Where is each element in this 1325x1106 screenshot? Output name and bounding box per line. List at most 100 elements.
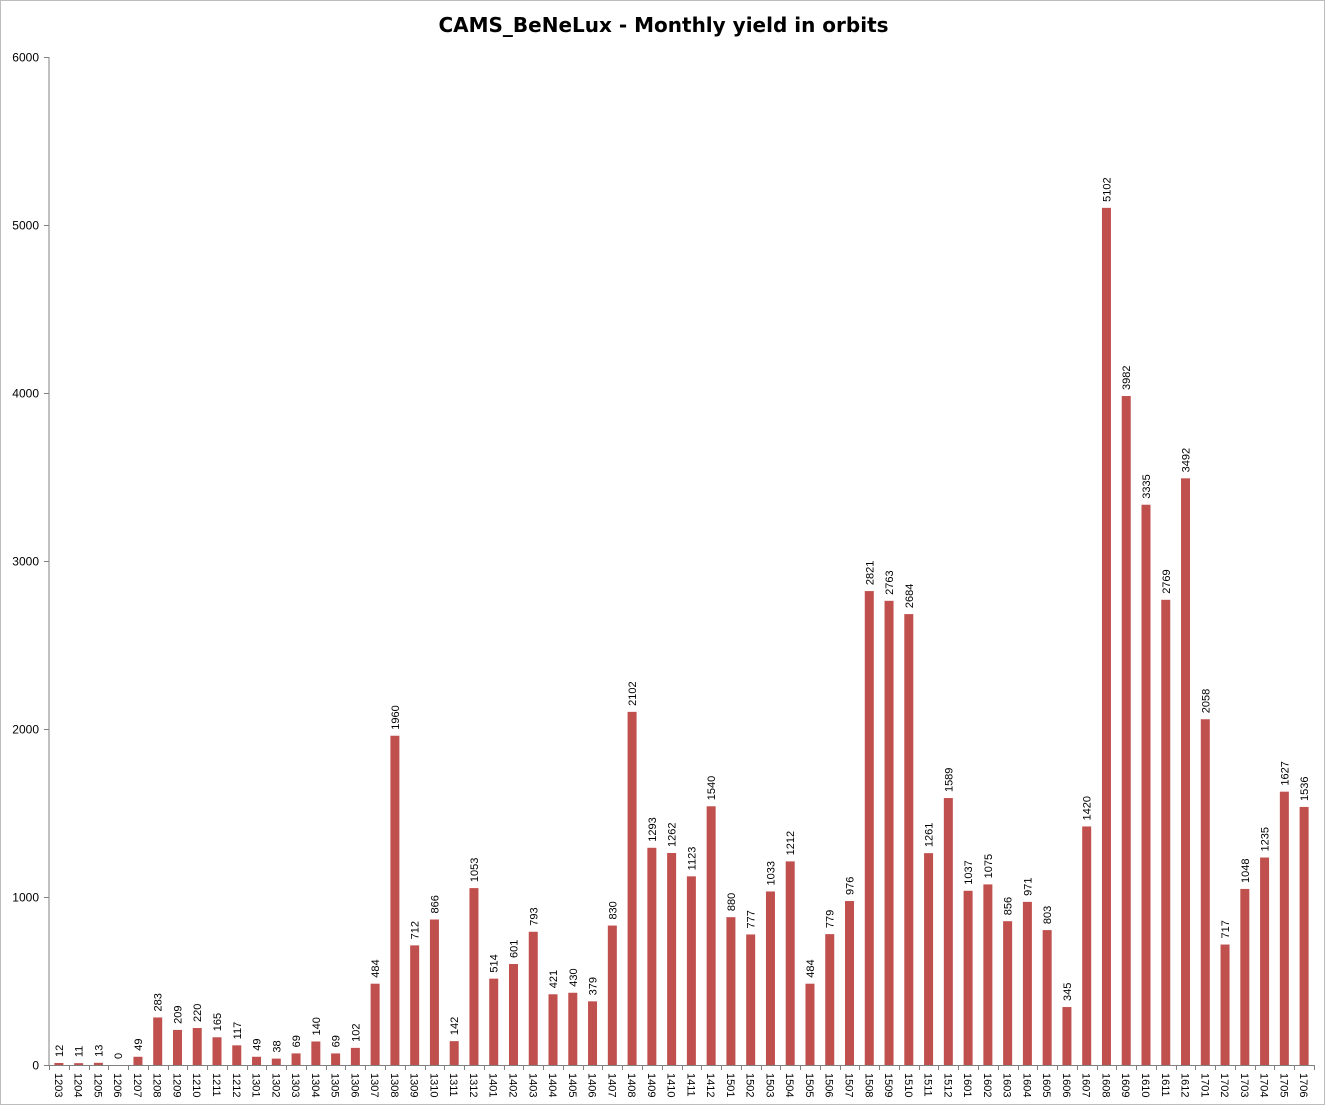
x-tick-label: 1210 bbox=[190, 1073, 202, 1097]
x-tick-label: 1506 bbox=[823, 1073, 835, 1097]
x-tick-label: 1404 bbox=[546, 1073, 558, 1097]
x-tick-label: 1601 bbox=[961, 1073, 973, 1097]
bar bbox=[805, 983, 815, 1065]
data-label: 3982 bbox=[1121, 366, 1133, 390]
y-tick-label: 5000 bbox=[12, 219, 39, 233]
data-label: 3335 bbox=[1141, 474, 1153, 498]
bar bbox=[212, 1037, 222, 1065]
x-tick-label: 1411 bbox=[684, 1073, 696, 1097]
x-tick-label: 1304 bbox=[309, 1073, 321, 1097]
bar bbox=[825, 934, 835, 1065]
x-tick-label: 1510 bbox=[902, 1073, 914, 1097]
bar bbox=[746, 934, 756, 1065]
x-tick-label: 1609 bbox=[1119, 1073, 1131, 1097]
data-label: 976 bbox=[845, 877, 857, 895]
data-label: 49 bbox=[252, 1039, 264, 1051]
data-label: 142 bbox=[449, 1017, 461, 1035]
bar bbox=[331, 1053, 341, 1065]
data-label: 1075 bbox=[983, 854, 995, 878]
data-label: 102 bbox=[350, 1024, 362, 1042]
data-label: 484 bbox=[805, 959, 817, 977]
bar bbox=[528, 931, 538, 1065]
data-label: 3492 bbox=[1181, 448, 1193, 472]
data-label: 12 bbox=[54, 1045, 66, 1057]
bar bbox=[350, 1047, 360, 1065]
data-label: 1536 bbox=[1299, 776, 1311, 800]
data-label: 69 bbox=[331, 1035, 343, 1047]
data-label: 1037 bbox=[963, 860, 975, 884]
bar bbox=[311, 1041, 321, 1065]
data-label: 1261 bbox=[924, 823, 936, 847]
bar bbox=[1082, 826, 1092, 1065]
x-tick-label: 1208 bbox=[151, 1073, 163, 1097]
data-label: 209 bbox=[172, 1006, 184, 1024]
y-axis: 0 1000 2000 3000 4000 5000 6000 bbox=[12, 51, 50, 1073]
x-tick-label: 1405 bbox=[566, 1073, 578, 1097]
x-tick-label: 1505 bbox=[803, 1073, 815, 1097]
x-tick-label: 1511 bbox=[922, 1073, 934, 1097]
x-tick-label: 1502 bbox=[744, 1073, 756, 1097]
bar bbox=[924, 853, 934, 1065]
bar bbox=[568, 992, 578, 1065]
x-tick-label: 1308 bbox=[388, 1073, 400, 1097]
x-tick-label: 1312 bbox=[467, 1073, 479, 1097]
x-tick-label: 1402 bbox=[506, 1073, 518, 1097]
bar bbox=[370, 983, 380, 1065]
y-tick-label: 3000 bbox=[12, 555, 39, 569]
data-label: 1123 bbox=[686, 847, 698, 871]
bar bbox=[1062, 1007, 1072, 1065]
x-tick-label: 1212 bbox=[230, 1073, 242, 1097]
bar bbox=[548, 994, 558, 1065]
y-tick-label: 0 bbox=[32, 1059, 39, 1073]
x-tick-label: 1403 bbox=[526, 1073, 538, 1097]
y-tick-label: 4000 bbox=[12, 387, 39, 401]
bar bbox=[588, 1001, 598, 1065]
x-tick-label: 1211 bbox=[210, 1073, 222, 1097]
bar bbox=[963, 890, 973, 1065]
bar bbox=[983, 884, 993, 1065]
x-tick-label: 1306 bbox=[348, 1073, 360, 1097]
data-label: 717 bbox=[1220, 920, 1232, 938]
x-tick-label: 1307 bbox=[368, 1073, 380, 1097]
y-tick-label: 2000 bbox=[12, 723, 39, 737]
bar bbox=[845, 901, 855, 1065]
data-label: 880 bbox=[726, 893, 738, 911]
bar bbox=[153, 1017, 163, 1065]
data-label: 601 bbox=[508, 940, 520, 958]
y-tick-label: 1000 bbox=[12, 891, 39, 905]
x-tick-label: 1610 bbox=[1139, 1073, 1151, 1097]
data-label: 345 bbox=[1062, 983, 1074, 1001]
bar bbox=[54, 1062, 64, 1065]
bar bbox=[232, 1045, 242, 1065]
data-label: 866 bbox=[429, 895, 441, 913]
data-label: 2769 bbox=[1161, 569, 1173, 593]
x-tick-label: 1205 bbox=[91, 1073, 103, 1097]
bar bbox=[1181, 478, 1191, 1066]
data-label: 13 bbox=[93, 1045, 105, 1057]
bar bbox=[390, 735, 400, 1065]
data-label: 117 bbox=[232, 1022, 244, 1040]
x-tick-label: 1311 bbox=[447, 1073, 459, 1097]
data-label: 1262 bbox=[667, 822, 679, 846]
data-label: 2058 bbox=[1200, 689, 1212, 713]
data-label: 2763 bbox=[884, 570, 896, 594]
data-label: 830 bbox=[607, 901, 619, 919]
x-tick-label: 1608 bbox=[1099, 1073, 1111, 1097]
data-label: 5102 bbox=[1101, 177, 1113, 201]
x-tick-label: 1607 bbox=[1080, 1073, 1092, 1097]
data-label: 421 bbox=[548, 970, 560, 988]
x-tick-label: 1512 bbox=[941, 1073, 953, 1097]
x-tick-label: 1408 bbox=[625, 1073, 637, 1097]
y-tick-label: 6000 bbox=[12, 51, 39, 65]
x-tick-label: 1704 bbox=[1258, 1073, 1270, 1097]
x-tick-label: 1305 bbox=[329, 1073, 341, 1097]
x-tick-label: 1303 bbox=[289, 1073, 301, 1097]
bar bbox=[410, 945, 420, 1065]
x-tick-label: 1705 bbox=[1277, 1073, 1289, 1097]
data-label: 1212 bbox=[785, 831, 797, 855]
x-tick-label: 1703 bbox=[1238, 1073, 1250, 1097]
data-label: 1627 bbox=[1279, 761, 1291, 785]
x-tick-label: 1209 bbox=[170, 1073, 182, 1097]
bar bbox=[449, 1041, 459, 1065]
